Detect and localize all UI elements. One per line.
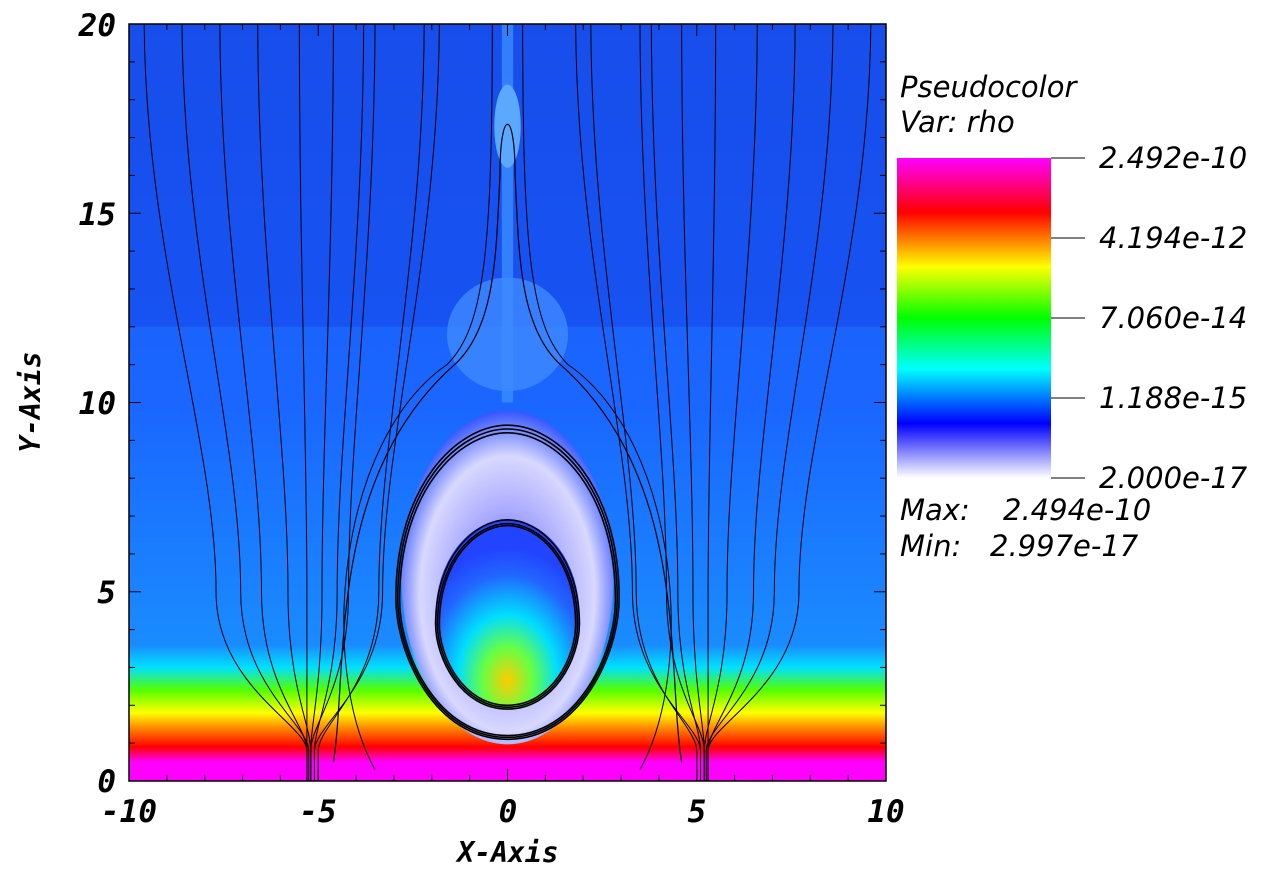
colorbar-label: 1.188e-15 — [1099, 381, 1247, 415]
field-line — [395, 424, 620, 741]
y-tick-label: 20 — [78, 8, 116, 44]
field-line — [434, 519, 581, 710]
field-line — [310, 24, 376, 781]
min-value: 2.997e-17 — [990, 529, 1139, 563]
colorbar-label: 7.060e-14 — [1099, 301, 1247, 335]
field-line — [681, 24, 705, 781]
plot-area — [128, 23, 887, 782]
x-tick-label: 10 — [867, 794, 904, 830]
field-line — [575, 24, 702, 781]
field-line — [332, 124, 683, 763]
field-line — [522, 24, 672, 770]
field-line — [705, 24, 834, 781]
upper-cusp — [446, 277, 569, 392]
y-tick-label: 5 — [97, 575, 116, 611]
flux-rope-core — [435, 519, 580, 710]
field-line — [707, 24, 872, 781]
y-axis-tick-labels: 0 5 10 15 20 — [78, 8, 116, 800]
x-tick-label: 5 — [688, 794, 707, 830]
colorbar-ticks — [1051, 157, 1085, 479]
y-tick-label: 15 — [79, 197, 116, 233]
y-tick-label: 0 — [97, 764, 116, 800]
plasmoid — [494, 84, 521, 168]
x-tick-label: 0 — [499, 794, 518, 830]
y-axis-title: Y-Axis — [14, 351, 47, 452]
max-value: 2.494e-10 — [1003, 493, 1151, 527]
field-line — [707, 24, 717, 781]
x-tick-label: -5 — [299, 794, 336, 830]
field-line — [181, 24, 310, 781]
field-line — [310, 24, 334, 781]
field-line — [703, 24, 758, 781]
field-line — [650, 24, 702, 781]
colorbar — [897, 158, 1051, 478]
field-line — [298, 24, 308, 781]
field-line — [438, 524, 577, 707]
legend-title: Pseudocolor — [900, 70, 1078, 104]
legend: Pseudocolor Var: rho 2.492e-10 4.194e-12… — [897, 70, 1248, 563]
field-line — [398, 431, 617, 737]
x-tick-label: -10 — [101, 794, 157, 830]
field-line — [396, 428, 619, 739]
y-tick-label: 10 — [79, 386, 116, 422]
legend-variable: Var: rho — [900, 105, 1015, 139]
x-axis-title: X-Axis — [455, 836, 558, 869]
central-jet — [501, 24, 514, 403]
field-line — [143, 24, 308, 781]
field-line — [313, 24, 365, 781]
axis-ticks — [128, 23, 887, 782]
field-line — [639, 24, 705, 781]
field-line — [707, 24, 796, 781]
field-line — [219, 24, 308, 781]
min-label: Min: — [900, 529, 961, 563]
max-label: Max: — [900, 493, 970, 527]
colorbar-label: 2.000e-17 — [1099, 461, 1248, 495]
colorbar-label: 4.194e-12 — [1099, 221, 1247, 255]
x-axis-tick-labels: -10 -5 0 5 10 — [101, 794, 905, 830]
field-line — [313, 24, 440, 781]
field-line — [343, 24, 493, 770]
colorbar-label: 2.492e-10 — [1099, 141, 1247, 175]
field-line — [257, 24, 312, 781]
magnetic-field-lines — [143, 24, 872, 781]
field-line — [436, 522, 579, 708]
